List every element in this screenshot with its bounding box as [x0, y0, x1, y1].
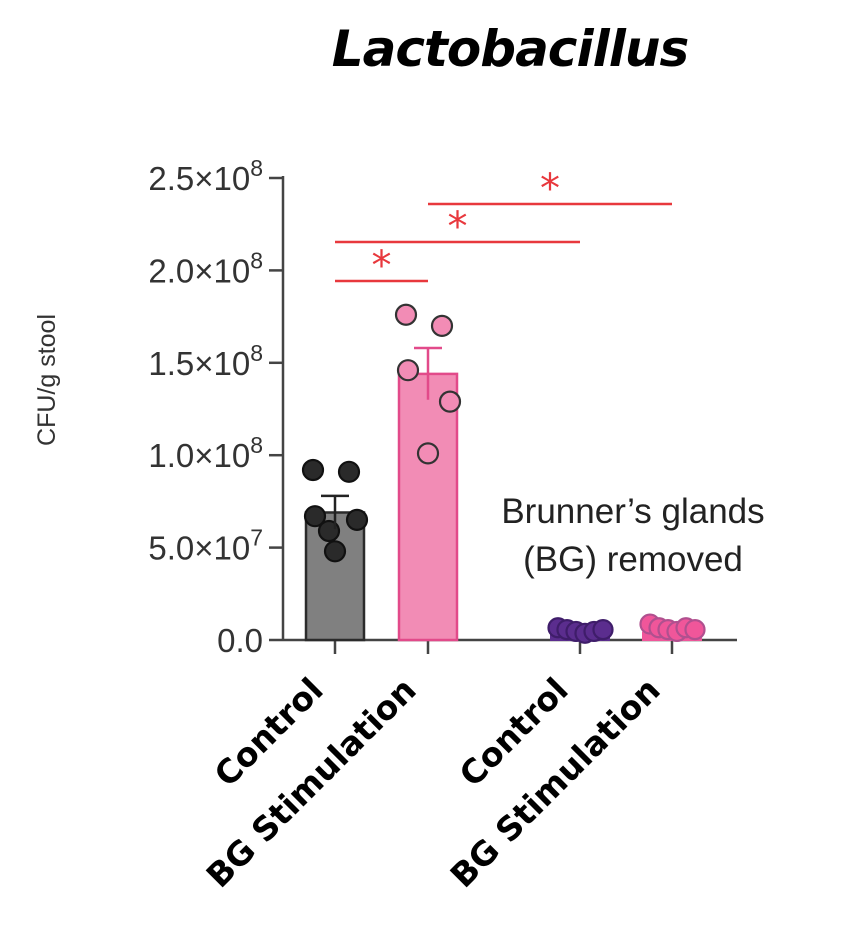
data-point	[345, 508, 369, 531]
annotation-line: (BG) removed	[523, 540, 743, 579]
significance-star: *	[372, 243, 392, 289]
data-point	[303, 505, 327, 528]
y-tick-label: 1.5×108	[148, 340, 263, 382]
data-points	[301, 303, 706, 644]
data-point	[301, 458, 325, 482]
annotation-line: Brunner’s glands	[501, 492, 764, 531]
data-point	[323, 540, 347, 563]
data-point	[438, 390, 462, 413]
data-point	[592, 619, 614, 641]
significance-star: *	[540, 166, 560, 212]
data-point	[684, 619, 706, 641]
y-tick-label: 2.5×108	[148, 155, 263, 197]
y-tick-label: 0.0	[217, 622, 263, 659]
data-point	[337, 460, 361, 483]
data-point	[416, 442, 440, 465]
chart-title: Lactobacillus	[332, 20, 688, 78]
y-tick-label: 1.0×108	[148, 432, 263, 474]
error-bars	[321, 346, 442, 530]
data-point	[396, 359, 420, 382]
y-axis-label: CFU/g stool	[33, 314, 61, 446]
data-point	[394, 303, 418, 326]
bar	[397, 372, 459, 642]
y-ticks: 0.0 5.0×107 1.0×108 1.5×108 2.0×108 2.5×108	[148, 155, 283, 659]
significance-brackets: * * *	[335, 166, 672, 289]
group-annotation: Brunner’s glands (BG) removed	[501, 492, 764, 579]
significance-star: *	[448, 204, 468, 250]
y-tick-label: 5.0×107	[148, 525, 263, 567]
data-point	[430, 314, 454, 337]
y-tick-label: 2.0×108	[148, 247, 263, 289]
